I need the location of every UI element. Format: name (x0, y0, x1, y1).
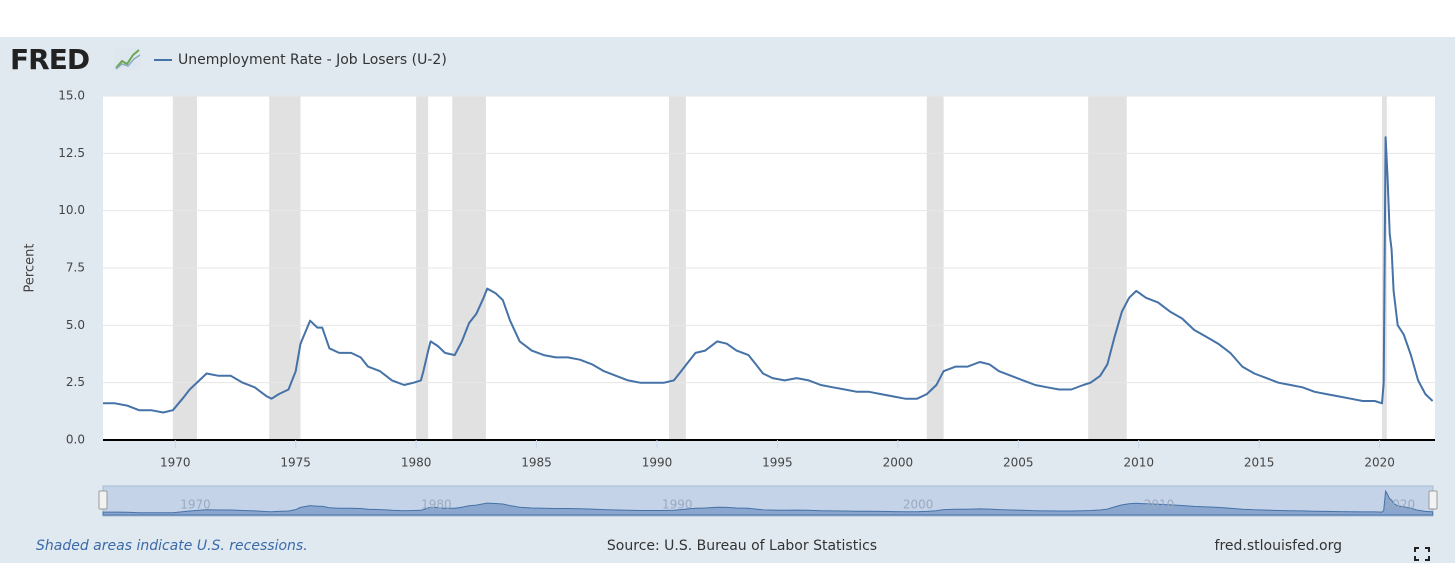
navigator-tick-label: 1980 (421, 498, 452, 512)
source: Source: U.S. Bureau of Labor Statistics (607, 538, 877, 554)
x-tick-label: 1990 (642, 456, 673, 470)
x-tick-label: 1985 (521, 456, 552, 470)
fullscreen-icon[interactable] (1414, 547, 1430, 561)
x-tick-label: 2010 (1123, 456, 1154, 470)
navigator-tick-label: 1990 (662, 498, 693, 512)
legend-label: Unemployment Rate - Job Losers (U-2) (178, 52, 447, 68)
navigator-tick-label: 1970 (180, 498, 211, 512)
y-tick-label: 2.5 (66, 375, 85, 389)
site: fred.stlouisfed.org (1215, 538, 1342, 554)
logo: FRED (10, 43, 89, 76)
y-axis-label: Percent (23, 244, 38, 293)
y-tick-label: 15.0 (58, 89, 85, 103)
x-tick-label: 1980 (401, 456, 432, 470)
line (103, 136, 1434, 414)
x-tick-label: 1975 (280, 456, 311, 470)
y-tick-label: 12.5 (58, 146, 85, 160)
x-tick-label: 2005 (1003, 456, 1034, 470)
y-tick-label: 10.0 (58, 203, 85, 217)
x-tick-label: 1995 (762, 456, 793, 470)
navigator-handle (1428, 490, 1438, 510)
x-tick-label: 2015 (1244, 456, 1275, 470)
navigator-handle (98, 490, 108, 510)
navigator-tick-label: 2010 (1144, 498, 1175, 512)
navigator-tick-label: 2000 (903, 498, 934, 512)
logo-icon (114, 48, 141, 70)
x-tick-label: 2000 (883, 456, 914, 470)
navigator-tick-label: 2020 (1385, 498, 1416, 512)
footnote: Shaded areas indicate U.S. recessions. (36, 538, 308, 554)
y-tick-label: 0.0 (66, 433, 85, 447)
y-tick-label: 7.5 (66, 261, 85, 275)
x-tick-label: 1970 (160, 456, 191, 470)
navigator-area (102, 489, 1434, 516)
y-tick-label: 5.0 (66, 318, 85, 332)
x-tick-label: 2020 (1364, 456, 1395, 470)
